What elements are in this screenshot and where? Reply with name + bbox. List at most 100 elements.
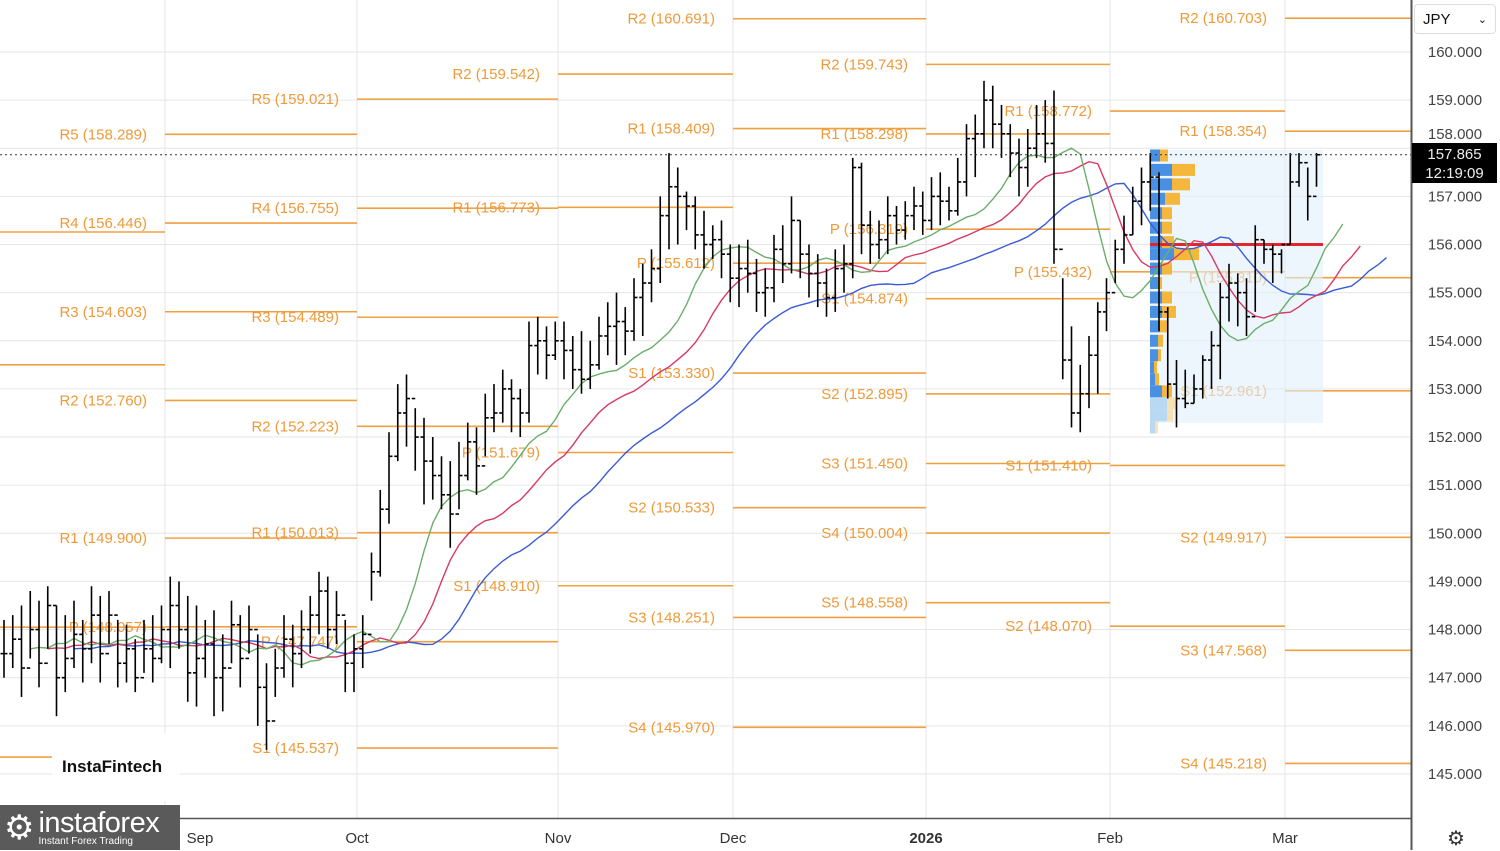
ohlc-bar [1050,90,1058,264]
profile-sell-bar [1167,409,1173,422]
profile-buy-bar [1150,192,1165,205]
profile-buy-bar [1150,361,1154,374]
ohlc-bar [306,595,314,654]
ohlc-bar [910,186,918,231]
ohlc-bar [840,244,848,293]
price-tick-label: 145.000 [1428,766,1482,783]
price-axis[interactable]: 145.000 146.000 147.000 148.000 149.000 150.0… [1428,44,1482,783]
pivot-label: R2 (152.223) [251,418,339,435]
ohlc-bar [779,225,787,284]
profile-buy-bar [1150,397,1167,410]
time-axis[interactable]: Sep Oct Nov Dec 2026 Feb Mar [187,830,1298,847]
pivot-label: R1 (158.298) [820,126,908,143]
ohlc-bar [394,384,402,462]
ohlc-bar [490,384,498,433]
ohlc-bar [578,331,585,394]
ohlc-bar [403,374,410,447]
ohlc-bar [569,335,577,389]
ohlc-bar [455,441,463,515]
ohlc-bar [788,196,795,274]
ohlc-bar [1199,355,1207,399]
ohlc-bar [516,388,524,438]
ohlc-bar [543,326,550,380]
price-tick-label: 152.000 [1428,429,1482,446]
ohlc-bar [149,615,157,683]
time-tick-label: Nov [545,830,572,847]
ohlc-bar [1251,225,1259,318]
ohlc-bar [70,600,78,669]
ohlc-bar [928,177,935,231]
ohlc-bar [228,600,235,669]
ohlc-bar [919,191,927,235]
ohlc-bar [333,591,340,644]
ohlc-bar [1313,153,1320,198]
price-tick-label: 154.000 [1428,333,1482,350]
ohlc-bar [1286,153,1294,246]
ohlc-bar [744,239,752,293]
pivot-label: R1 (150.013) [251,525,339,542]
ohlc-bar [604,302,612,356]
ohlc-bar [324,576,332,649]
profile-sell-bar [1162,305,1176,318]
profile-buy-bar [1150,320,1160,333]
profile-sell-bar [1165,192,1180,205]
profile-sell-bar [1174,248,1199,261]
ohlc-bar [1015,138,1023,197]
ohlc-bar [1068,326,1075,428]
ohlc-bar [1103,278,1110,332]
pivot-label: S1 (153.330) [628,365,715,382]
ohlc-bar [201,619,209,678]
gear-icon[interactable]: ⚙ [1447,828,1465,850]
time-tick-label: Oct [345,830,369,847]
pivot-label: R1 (156.773) [452,199,540,216]
ohlc-bar [796,219,804,279]
ohlc-bar [831,249,839,312]
ohlc-bar [1033,104,1040,158]
ohlc-bar [945,186,953,221]
symbol-selector[interactable]: JPY ⌄ [1414,4,1496,34]
ohlc-bar [1041,100,1049,163]
ohlc-bar [158,605,165,664]
ohlc-bar [823,268,830,317]
ohlc-bar [1234,273,1242,327]
ohlc-bar [376,489,384,577]
ohlc-bar [289,624,297,688]
ohlc-bar [35,600,43,688]
ohlc-bar [1269,244,1277,284]
ohlc-bar [271,648,279,722]
time-tick-label: Feb [1097,830,1123,847]
pivot-label: R1 (158.409) [627,121,715,138]
ohlc-bar [753,258,760,312]
ohlc-bar [989,85,997,149]
ohlc-bar [954,157,962,216]
profile-buy-bar [1150,178,1172,191]
ohlc-bar [368,552,375,636]
pivot-label: P (151.679) [462,444,540,461]
profile-buy-bar [1150,163,1172,176]
profile-buy-bar [1150,373,1155,386]
pivot-label: R1 (158.772) [1004,103,1092,120]
ohlc-bar [1076,364,1084,433]
ohlc-bar [18,605,25,697]
ohlc-bar [971,114,979,178]
ohlc-bar [140,619,148,679]
volume-profile [1150,149,1323,434]
time-tick-label: 2026 [909,830,942,847]
ohlc-bar [1243,278,1250,336]
ohlc-bar [525,321,533,423]
pivot-label: R3 (154.603) [59,304,147,321]
pivot-label: R4 (156.755) [251,200,339,217]
pivot-label: S1 (154.874) [821,291,908,308]
ohlc-bar [1120,215,1128,264]
ohlc-bar [621,307,629,356]
ohlc-bar [718,220,725,279]
profile-buy-bar [1150,248,1174,261]
ohlc-bar [166,576,174,669]
ohlc-bar [193,605,200,707]
ohlc-bar [665,153,673,250]
ohlc-bar [429,437,437,500]
ohlc-bar [805,244,813,298]
ohlc-bar [44,586,52,665]
ohlc-bar [998,104,1005,158]
